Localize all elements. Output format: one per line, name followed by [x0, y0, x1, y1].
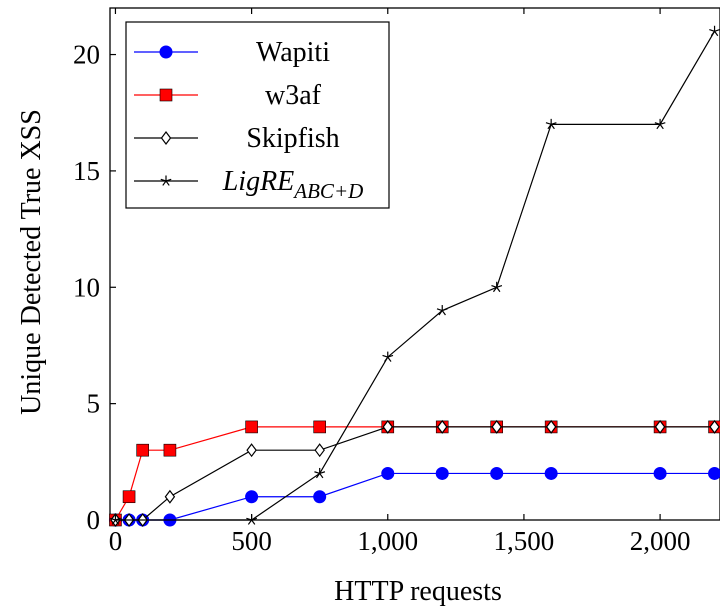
- x-tick-label: 500: [231, 526, 272, 556]
- x-tick-label: 2,000: [630, 526, 691, 556]
- wapiti-point: [313, 490, 327, 504]
- wapiti-point: [708, 466, 720, 480]
- skipfish-point: [382, 419, 394, 434]
- legend-label: Wapiti: [256, 37, 330, 68]
- legend-marker: [160, 131, 172, 145]
- skipfish-point: [314, 443, 325, 458]
- legend-label-main: LigRE: [222, 166, 295, 197]
- plot-area: [109, 7, 720, 521]
- y-tick-label: 5: [87, 389, 101, 419]
- wapiti-point: [245, 490, 259, 504]
- legend-item-ligre: LigREABC+D: [134, 166, 363, 203]
- skipfish-point: [164, 489, 176, 504]
- skipfish-point: [491, 419, 502, 434]
- skipfish-point: [709, 419, 720, 434]
- legend-label-subscript: ABC+D: [292, 179, 363, 203]
- legend-item-skipfish: Skipfish: [134, 123, 340, 154]
- ligre-point: [110, 514, 121, 525]
- wapiti-point: [381, 466, 395, 480]
- legend-label: LigREABC+D: [222, 166, 364, 203]
- ligre-point: [246, 514, 258, 525]
- legend: Wapiti w3af Skipfish LigREABC+D: [125, 21, 390, 209]
- wapiti-point: [544, 466, 558, 480]
- wapiti-point: [490, 466, 504, 480]
- wapiti-point: [653, 466, 667, 480]
- w3af-point: [245, 420, 258, 434]
- w3af-point: [163, 443, 177, 457]
- series-wapiti: [108, 466, 720, 527]
- w3af-point: [136, 443, 149, 457]
- x-axis-label: HTTP requests: [334, 576, 502, 607]
- legend-label: w3af: [265, 80, 322, 111]
- y-tick-label: 10: [73, 272, 100, 302]
- ligre-point: [654, 118, 666, 130]
- series-ligre: [110, 25, 720, 525]
- w3af-point: [313, 420, 326, 434]
- legend-item-w3af: w3af: [134, 80, 322, 111]
- ligre-point: [709, 25, 720, 37]
- y-tick-label: 20: [73, 40, 100, 70]
- wapiti-line: [115, 472, 715, 521]
- y-tick-label: 15: [73, 156, 100, 186]
- skipfish-point: [436, 419, 448, 434]
- y-tick-label: 0: [87, 505, 101, 535]
- axis-ticks: 0 500 1,000 1,500 2,000 0 5 10 15 20: [73, 8, 690, 556]
- legend-label: Skipfish: [246, 123, 339, 154]
- wapiti-point: [435, 466, 449, 480]
- x-tick-label: 1,500: [494, 526, 555, 556]
- w3af-point: [122, 490, 136, 504]
- legend-marker: [159, 88, 173, 102]
- legend-item-wapiti: Wapiti: [134, 37, 330, 68]
- ligre-point: [545, 118, 557, 130]
- ligre-point: [382, 351, 394, 362]
- skipfish-point: [246, 443, 257, 458]
- legend-marker: [160, 175, 172, 186]
- series-layer: [108, 25, 720, 527]
- skipfish-point: [545, 419, 557, 434]
- y-axis-label: Unique Detected True XSS: [16, 109, 47, 415]
- x-tick-label: 0: [109, 526, 123, 556]
- skipfish-point: [654, 419, 666, 434]
- ligre-point: [314, 467, 326, 479]
- ligre-point: [436, 305, 448, 316]
- ligre-point: [491, 281, 503, 293]
- plot-frame: [109, 7, 720, 521]
- legend-marker: [159, 45, 173, 59]
- x-tick-label: 1,000: [357, 526, 418, 556]
